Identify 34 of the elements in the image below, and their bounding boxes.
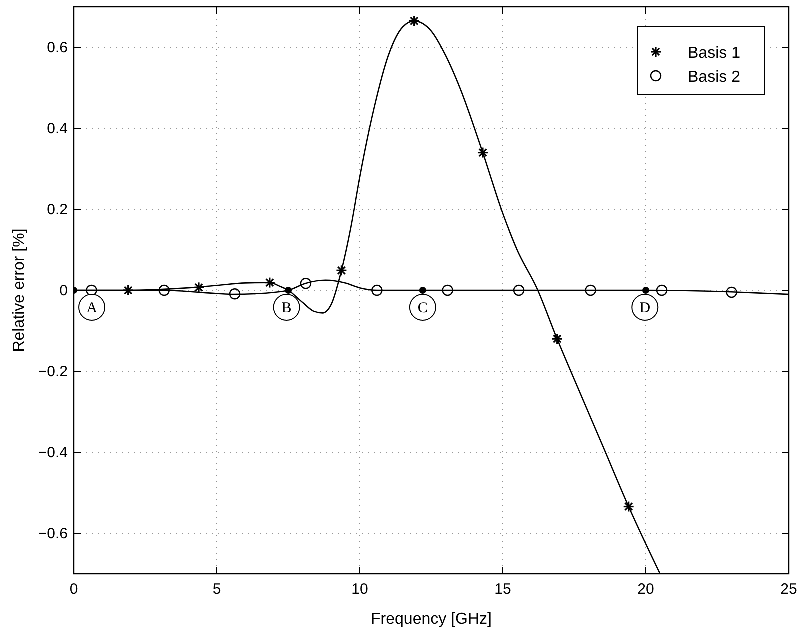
- y-tick-label: −0.4: [38, 444, 68, 462]
- point: [513, 284, 525, 296]
- annotation: A: [86, 300, 98, 317]
- point: [442, 284, 454, 296]
- y-tick-label: 0.6: [47, 40, 68, 56]
- point: [285, 287, 292, 294]
- point: [726, 286, 738, 298]
- point: [158, 284, 170, 296]
- x-tick-label: 10: [352, 581, 368, 598]
- y-tick-label: 0.2: [47, 202, 68, 218]
- point: [229, 288, 241, 300]
- x-axis-title: Frequency [GHz]: [371, 611, 492, 628]
- y-tick-label: −0.2: [38, 364, 68, 380]
- annotation: C: [418, 300, 428, 317]
- point: [300, 278, 312, 290]
- y-tick-label: 0: [60, 282, 68, 300]
- y-axis-title: Relative error [%]: [11, 228, 28, 352]
- point: [372, 284, 383, 296]
- legend-label: Basis 2: [688, 69, 741, 86]
- x-tick-label: 25: [780, 581, 798, 598]
- legend-label: Basis 1: [688, 45, 741, 62]
- y-tick-label: −0.6: [38, 526, 68, 542]
- x-tick-label: 0: [70, 581, 78, 598]
- x-tick-label: 15: [494, 581, 512, 598]
- point: [86, 284, 98, 296]
- annotation: D: [640, 300, 651, 317]
- y-tick-label: 0.4: [47, 120, 68, 138]
- point: [419, 287, 426, 294]
- x-tick-label: 20: [638, 581, 654, 598]
- annotation: B: [282, 300, 292, 317]
- point: [642, 287, 650, 294]
- x-tick-label: 5: [212, 581, 222, 598]
- point: [585, 284, 596, 296]
- point: [656, 284, 668, 296]
